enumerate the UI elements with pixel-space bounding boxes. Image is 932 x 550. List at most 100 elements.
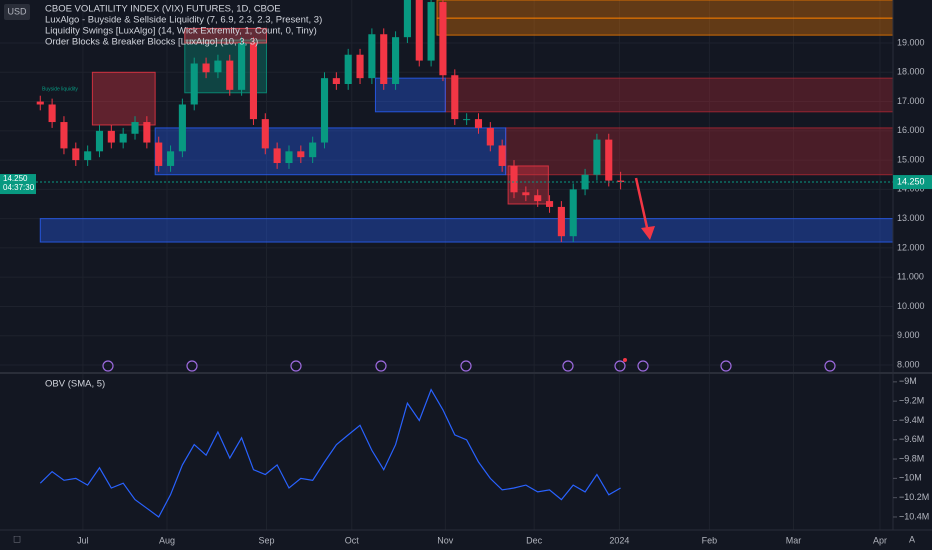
candle-body — [522, 192, 530, 196]
y-tick-label: −10M — [899, 473, 922, 483]
candle-body — [344, 54, 352, 84]
candle-body — [155, 142, 163, 166]
x-tick-label: Oct — [345, 535, 360, 545]
candle-body — [380, 34, 388, 84]
candle-body — [451, 75, 459, 120]
y-tick-label: −9.8M — [899, 453, 924, 463]
y-tick-label: 11.000 — [897, 272, 924, 282]
candle-body — [593, 139, 601, 175]
candle-body — [166, 151, 175, 166]
candle-body — [403, 0, 411, 38]
y-tick-label: −9.4M — [899, 415, 924, 425]
candle-body — [498, 145, 506, 166]
logo: ☐ — [13, 534, 21, 544]
candle-body — [273, 148, 281, 164]
y-tick-label: −9.2M — [899, 396, 924, 406]
event-dot — [623, 358, 627, 362]
indicator: LuxAlgo - Buyside & Sellside Liquidity (… — [45, 15, 322, 26]
x-tick-label: Mar — [786, 535, 802, 545]
candle-body — [131, 122, 139, 134]
candle-body — [545, 201, 554, 207]
candle-body — [332, 78, 340, 84]
candle-body — [190, 63, 198, 105]
countdown: 04:37:30 — [3, 183, 35, 192]
candle-body — [143, 122, 151, 143]
y-tick-label: −10.4M — [899, 511, 929, 521]
order-block — [91, 71, 156, 126]
annotation: Buyside liquidity — [42, 86, 78, 92]
arrow-head — [641, 226, 655, 240]
candle-body — [415, 0, 423, 61]
y-tick-label: 8.000 — [897, 359, 920, 369]
x-tick-label: Feb — [702, 535, 718, 545]
candle-body — [486, 127, 494, 146]
x-tick-label: Jul — [77, 535, 89, 545]
candle-body — [214, 60, 222, 73]
candle-body — [48, 104, 56, 123]
last-price-axis-badge — [893, 175, 932, 190]
candle-body — [534, 195, 542, 202]
candle-body — [510, 165, 518, 193]
currency: USD — [7, 6, 27, 16]
x-tick-label: Sep — [258, 535, 274, 545]
currency-badge[interactable] — [4, 4, 30, 20]
candle-body — [107, 130, 115, 143]
candle-body — [392, 37, 400, 84]
candle-body — [119, 133, 127, 143]
candle-body — [320, 78, 329, 143]
auto-scale[interactable]: A — [909, 534, 915, 544]
order-block — [436, 17, 894, 36]
y-tick-label: 17.000 — [897, 96, 925, 106]
chart-title: CBOE VOLATILITY INDEX (VIX) FUTURES, 1D,… — [45, 4, 281, 15]
order-block — [39, 218, 894, 243]
candle-body — [605, 139, 613, 181]
candle-body — [368, 34, 376, 79]
order-block — [436, 0, 894, 19]
y-tick-label: 18.000 — [897, 67, 925, 77]
candle-body — [95, 130, 104, 152]
candle-body — [285, 151, 293, 164]
y-tick-label: 9.000 — [897, 330, 920, 340]
candle-body — [238, 43, 246, 90]
order-block — [444, 77, 894, 113]
candle-body — [178, 104, 186, 152]
y-tick-label: 10.000 — [897, 301, 925, 311]
zones — [39, 0, 894, 243]
candle-body — [463, 119, 471, 121]
candle-body — [356, 54, 364, 79]
y-tick-label: 13.000 — [897, 213, 925, 223]
candle-body — [557, 206, 565, 237]
last-price-label: 14.250 — [897, 176, 925, 186]
y-tick-label: −9M — [899, 376, 917, 386]
arrow — [634, 177, 650, 233]
candle-body — [297, 151, 305, 158]
x-tick-label: 2024 — [609, 535, 629, 545]
y-tick-label: 15.000 — [897, 154, 925, 164]
y-tick-label: 19.000 — [897, 37, 925, 47]
candle-body — [309, 142, 317, 158]
marks — [0, 0, 893, 518]
candle-body — [36, 101, 44, 105]
order-block — [184, 27, 267, 44]
candle-body — [261, 119, 269, 149]
candle-body — [427, 2, 435, 61]
order-block — [154, 127, 507, 176]
indicator: Liquidity Swings [LuxAlgo] (14, Wick Ext… — [45, 26, 317, 37]
candle-body — [84, 151, 92, 161]
x-tick-label: Apr — [873, 535, 887, 545]
candle-body — [439, 2, 447, 76]
x-tick-label: Dec — [526, 535, 543, 545]
y-tick-label: −9.6M — [899, 434, 924, 444]
candle-body — [474, 119, 483, 128]
candle-body — [60, 122, 68, 149]
last-price-badge — [0, 174, 36, 195]
last-price-label: 14.250 — [3, 174, 28, 183]
x-tick-label: Aug — [159, 535, 175, 545]
event-icons — [102, 360, 836, 372]
x-tick-label: Nov — [437, 535, 454, 545]
y-tick-label: 16.000 — [897, 125, 925, 135]
order-block — [505, 127, 894, 176]
y-tick-label: 12.000 — [897, 242, 925, 252]
candle-body — [202, 63, 210, 73]
